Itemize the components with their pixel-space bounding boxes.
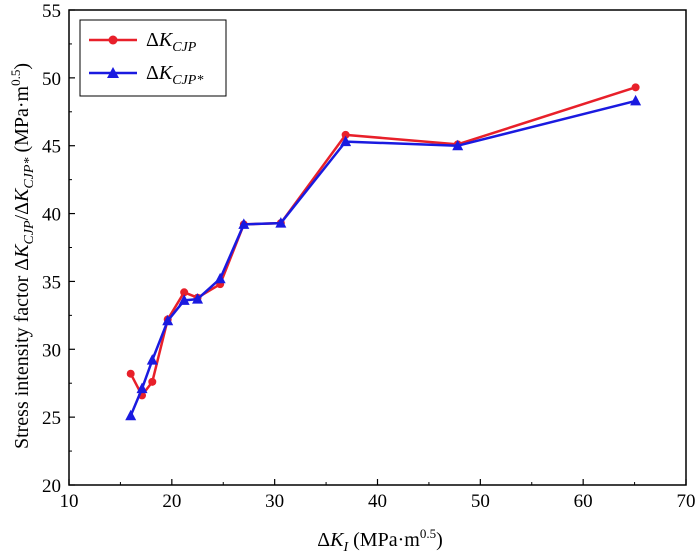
data-point-1 — [180, 288, 189, 297]
y-tick-label: 25 — [42, 408, 61, 429]
x-axis-ticks: 10 20 30 40 50 60 70 — [60, 479, 696, 512]
x-tick-label: 70 — [677, 491, 696, 512]
y-tick-label: 35 — [42, 272, 61, 293]
legend-item-1: ΔKCJP — [89, 29, 197, 55]
data-point-1 — [341, 130, 350, 139]
legend-item-2: ΔKCJP* — [89, 62, 203, 88]
y-tick-label: 30 — [42, 340, 61, 361]
data-point-2 — [178, 294, 190, 305]
x-tick-label: 60 — [574, 491, 593, 512]
data-point-2 — [125, 409, 137, 421]
y-tick-label: 50 — [42, 69, 61, 90]
y-tick-label: 55 — [42, 1, 61, 22]
y-tick-label: 40 — [42, 205, 61, 226]
data-point-2 — [162, 314, 174, 326]
y-tick-label: 45 — [42, 137, 61, 158]
data-point-2 — [214, 272, 226, 284]
y-axis-ticks: 20 25 30 35 40 45 50 55 — [42, 1, 75, 497]
data-point-1 — [631, 83, 640, 92]
legend-marker-1 — [108, 35, 118, 45]
data-point-1 — [126, 369, 135, 378]
legend-marker-2 — [107, 67, 119, 78]
series-line-2 — [129, 99, 636, 417]
x-axis-title: ΔKI (MPa·m0.5) — [317, 526, 442, 555]
data-point-2 — [136, 382, 148, 394]
data-point-2 — [340, 135, 352, 147]
data-point-2 — [630, 94, 642, 106]
data-point-2 — [452, 139, 464, 151]
series-line-1 — [129, 86, 636, 397]
x-tick-label: 40 — [368, 491, 387, 512]
data-point-2 — [275, 217, 287, 228]
y-tick-label: 20 — [42, 476, 61, 497]
legend-label-2: ΔKCJP* — [146, 62, 203, 88]
x-tick-label: 30 — [265, 491, 284, 512]
data-point-2 — [192, 293, 204, 304]
y-axis-title: Stress intensity factor ΔKCJP/ΔKCJP* (MP… — [8, 63, 37, 449]
data-point-1 — [148, 377, 157, 386]
legend: ΔKCJP ΔKCJP* — [79, 19, 227, 97]
x-tick-label: 10 — [60, 491, 79, 512]
data-point-2 — [146, 354, 158, 365]
series-layer — [125, 83, 642, 421]
legend-label-1: ΔKCJP — [146, 29, 197, 55]
legend-box — [79, 19, 227, 97]
x-tick-label: 50 — [471, 491, 490, 512]
data-point-2 — [238, 218, 250, 229]
x-tick-label: 20 — [162, 491, 181, 512]
